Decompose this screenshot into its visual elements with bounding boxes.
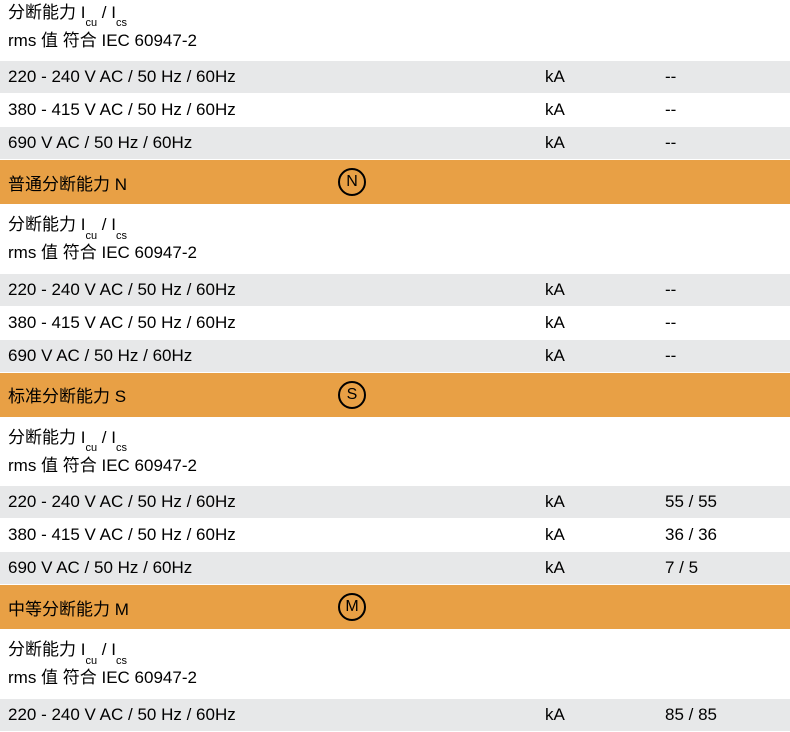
spec-label: 380 - 415 V AC / 50 Hz / 60Hz bbox=[0, 519, 545, 551]
spec-label: 220 - 240 V AC / 50 Hz / 60Hz bbox=[0, 61, 545, 93]
spec-unit: kA bbox=[545, 486, 665, 518]
section-title: 中等分断能力 M bbox=[8, 595, 338, 620]
header-mid: / I bbox=[97, 3, 116, 22]
spec-unit: kA bbox=[545, 94, 665, 126]
spec-label: 690 V AC / 50 Hz / 60Hz bbox=[0, 552, 545, 584]
section-letter-icon: M bbox=[338, 593, 366, 621]
spec-value: -- bbox=[665, 307, 790, 339]
header-line-2: rms 值 符合 IEC 60947-2 bbox=[8, 240, 790, 266]
spec-row: 690 V AC / 50 Hz / 60Hz kA -- bbox=[0, 127, 790, 160]
spec-unit: kA bbox=[545, 340, 665, 372]
header-line-1: 分断能力 Icu / Ics bbox=[8, 0, 790, 28]
spec-value: -- bbox=[665, 61, 790, 93]
spec-unit: kA bbox=[545, 61, 665, 93]
section-header-s: 标准分断能力 S S bbox=[0, 373, 790, 417]
spec-row: 220 - 240 V AC / 50 Hz / 60Hz kA 85 / 85 bbox=[0, 699, 790, 732]
spec-row: 380 - 415 V AC / 50 Hz / 60Hz kA -- bbox=[0, 94, 790, 127]
spec-unit: kA bbox=[545, 552, 665, 584]
header-line-1: 分断能力 Icu / Ics bbox=[8, 637, 790, 665]
section-letter-icon: N bbox=[338, 168, 366, 196]
header-text: 分断能力 I bbox=[8, 3, 85, 22]
spec-label: 690 V AC / 50 Hz / 60Hz bbox=[0, 127, 545, 159]
spec-unit: kA bbox=[545, 127, 665, 159]
header-sub2: cs bbox=[116, 17, 127, 29]
spec-label: 220 - 240 V AC / 50 Hz / 60Hz bbox=[0, 274, 545, 306]
section-letter-icon: S bbox=[338, 381, 366, 409]
section-title: 标准分断能力 S bbox=[8, 382, 338, 407]
spec-value: 7 / 5 bbox=[665, 552, 790, 584]
spec-value: -- bbox=[665, 340, 790, 372]
spec-label: 380 - 415 V AC / 50 Hz / 60Hz bbox=[0, 307, 545, 339]
spec-unit: kA bbox=[545, 274, 665, 306]
spec-value: -- bbox=[665, 274, 790, 306]
spec-value: 85 / 85 bbox=[665, 699, 790, 731]
spec-header-n: 分断能力 Icu / Ics rms 值 符合 IEC 60947-2 bbox=[0, 204, 790, 273]
spec-row: 220 - 240 V AC / 50 Hz / 60Hz kA -- bbox=[0, 61, 790, 94]
spec-label: 220 - 240 V AC / 50 Hz / 60Hz bbox=[0, 486, 545, 518]
spec-value: 55 / 55 bbox=[665, 486, 790, 518]
section-title: 普通分断能力 N bbox=[8, 170, 338, 195]
spec-unit: kA bbox=[545, 519, 665, 551]
header-line-2: rms 值 符合 IEC 60947-2 bbox=[8, 665, 790, 691]
spec-value: 36 / 36 bbox=[665, 519, 790, 551]
spec-row: 380 - 415 V AC / 50 Hz / 60Hz kA 36 / 36 bbox=[0, 519, 790, 552]
header-line-2: rms 值 符合 IEC 60947-2 bbox=[8, 28, 790, 54]
spec-header-top: 分断能力 Icu / Ics rms 值 符合 IEC 60947-2 bbox=[0, 0, 790, 61]
spec-row: 380 - 415 V AC / 50 Hz / 60Hz kA -- bbox=[0, 307, 790, 340]
spec-label: 690 V AC / 50 Hz / 60Hz bbox=[0, 340, 545, 372]
spec-row: 690 V AC / 50 Hz / 60Hz kA 7 / 5 bbox=[0, 552, 790, 585]
spec-value: -- bbox=[665, 127, 790, 159]
spec-value: -- bbox=[665, 94, 790, 126]
spec-row: 690 V AC / 50 Hz / 60Hz kA -- bbox=[0, 340, 790, 373]
spec-label: 380 - 415 V AC / 50 Hz / 60Hz bbox=[0, 94, 545, 126]
section-header-n: 普通分断能力 N N bbox=[0, 160, 790, 204]
header-line-2: rms 值 符合 IEC 60947-2 bbox=[8, 453, 790, 479]
header-sub1: cu bbox=[85, 17, 97, 29]
header-line-1: 分断能力 Icu / Ics bbox=[8, 212, 790, 240]
section-header-m: 中等分断能力 M M bbox=[0, 585, 790, 629]
header-line-1: 分断能力 Icu / Ics bbox=[8, 425, 790, 453]
spec-row: 220 - 240 V AC / 50 Hz / 60Hz kA -- bbox=[0, 274, 790, 307]
spec-header-s: 分断能力 Icu / Ics rms 值 符合 IEC 60947-2 bbox=[0, 417, 790, 486]
spec-unit: kA bbox=[545, 699, 665, 731]
spec-unit: kA bbox=[545, 307, 665, 339]
spec-row: 220 - 240 V AC / 50 Hz / 60Hz kA 55 / 55 bbox=[0, 486, 790, 519]
spec-label: 220 - 240 V AC / 50 Hz / 60Hz bbox=[0, 699, 545, 731]
